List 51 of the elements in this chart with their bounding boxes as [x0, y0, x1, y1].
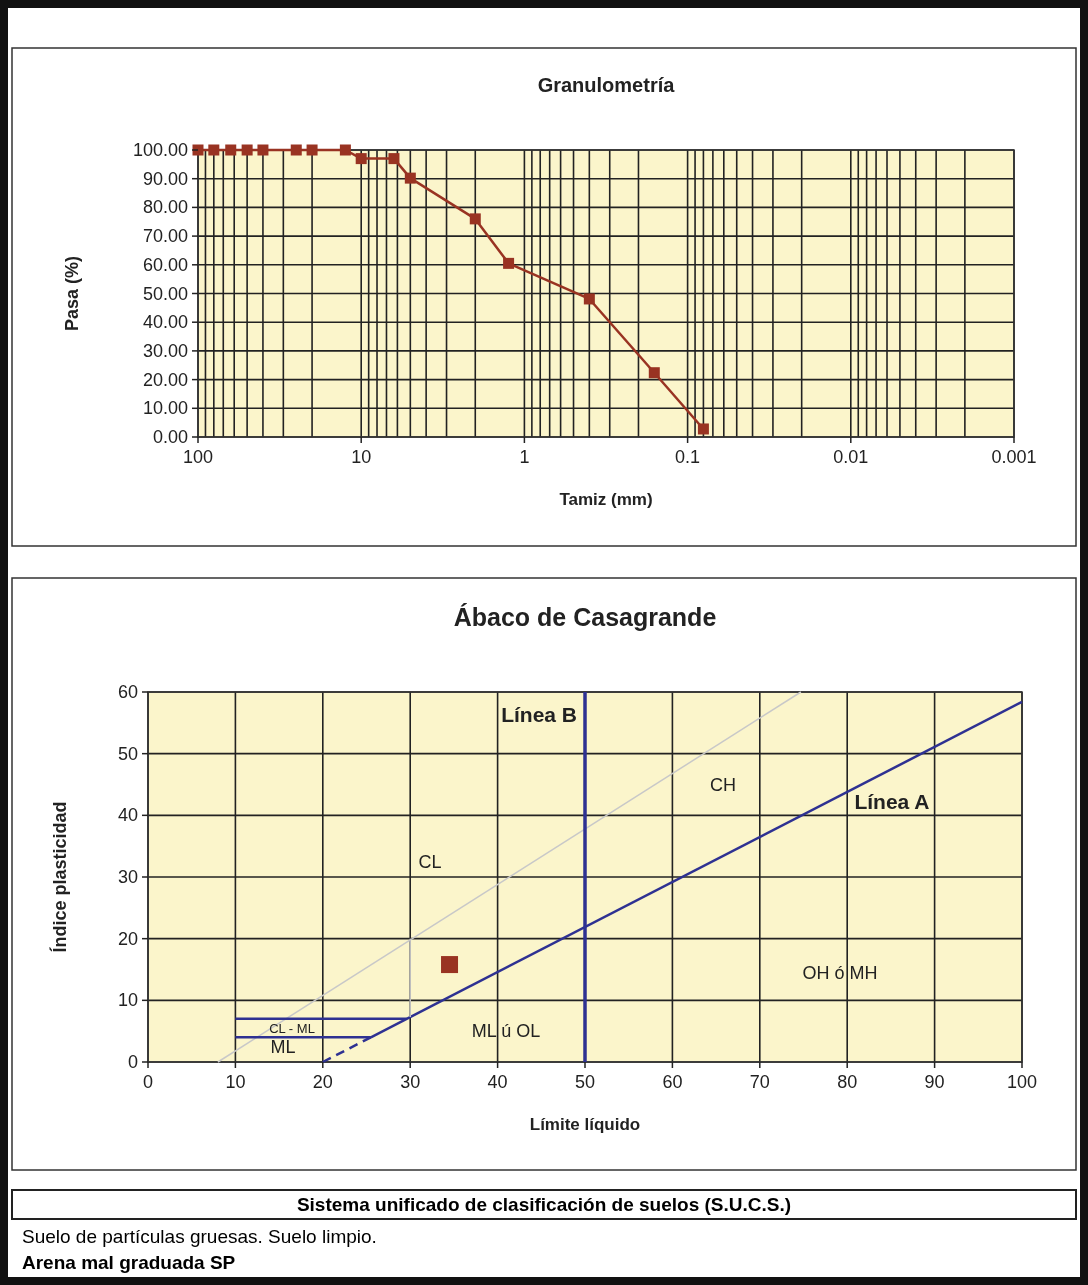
- y-tick-label: 20: [117, 928, 138, 949]
- y-tick-label: 0.00: [152, 427, 188, 447]
- y-tick-label: 80.00: [142, 197, 188, 218]
- x-tick-label: 90: [924, 1072, 945, 1092]
- x-tick-label: 70: [749, 1072, 770, 1092]
- annotation: CL - ML: [269, 1021, 315, 1037]
- y-tick-label: 70.00: [142, 226, 188, 247]
- x-tick-label: 10: [225, 1072, 246, 1092]
- y-tick-label: 90.00: [142, 168, 188, 189]
- x-axis-title: Tamiz (mm): [559, 490, 653, 509]
- x-tick-label: 30: [400, 1072, 421, 1092]
- x-tick-label: 0.001: [991, 447, 1037, 467]
- y-tick-label: 40: [117, 805, 138, 826]
- x-tick-label: 20: [312, 1072, 333, 1092]
- annotation: Línea A: [854, 789, 930, 813]
- x-tick-label: 100: [1006, 1072, 1038, 1092]
- annotation: ML: [270, 1036, 296, 1057]
- y-tick-label: 50: [117, 743, 138, 764]
- x-tick-label: 1: [519, 447, 530, 467]
- y-tick-label: 60.00: [142, 254, 188, 275]
- ref-line-label: Línea B: [501, 703, 577, 726]
- x-tick-label: 0.1: [675, 447, 701, 467]
- text: Arena mal graduada SP: [22, 1251, 236, 1273]
- y-tick-label: 10: [117, 990, 138, 1011]
- y-tick-label: 40.00: [142, 312, 188, 333]
- x-tick-label: 40: [487, 1072, 508, 1092]
- chart-title: Ábaco de Casagrande: [453, 603, 717, 631]
- y-tick-label: 30.00: [142, 340, 188, 361]
- y-axis-title: Pasa (%): [62, 255, 82, 332]
- chart-title: Granulometría: [537, 74, 676, 96]
- y-axis-title: Índice plasticidad: [49, 801, 70, 953]
- x-tick-label: 10: [351, 447, 372, 467]
- annotation: CL: [418, 851, 442, 872]
- x-tick-label: 50: [574, 1072, 596, 1092]
- y-tick-label: 10.00: [142, 398, 188, 419]
- x-axis-title: Límite líquido: [529, 1115, 641, 1134]
- y-tick-label: 60: [117, 682, 138, 702]
- text: Sistema unificado de clasificación de suelos (S.U.C.S.): [296, 1194, 792, 1215]
- y-tick-label: 50.00: [142, 283, 188, 304]
- x-tick-label: 0.01: [833, 447, 869, 467]
- x-tick-label: 100: [182, 447, 214, 467]
- y-tick-label: 0: [127, 1052, 138, 1072]
- y-tick-label: 30: [117, 867, 138, 887]
- y-tick-label: 100.00: [132, 140, 188, 160]
- text: Suelo de partículas gruesas. Suelo limpio.: [22, 1225, 377, 1247]
- annotation: CH: [710, 774, 736, 795]
- annotation: ML ú OL: [471, 1020, 541, 1041]
- y-tick-label: 20.00: [142, 369, 188, 390]
- x-tick-label: 60: [662, 1072, 683, 1092]
- annotation: OH ó MH: [802, 962, 878, 983]
- x-tick-label: 80: [837, 1072, 858, 1092]
